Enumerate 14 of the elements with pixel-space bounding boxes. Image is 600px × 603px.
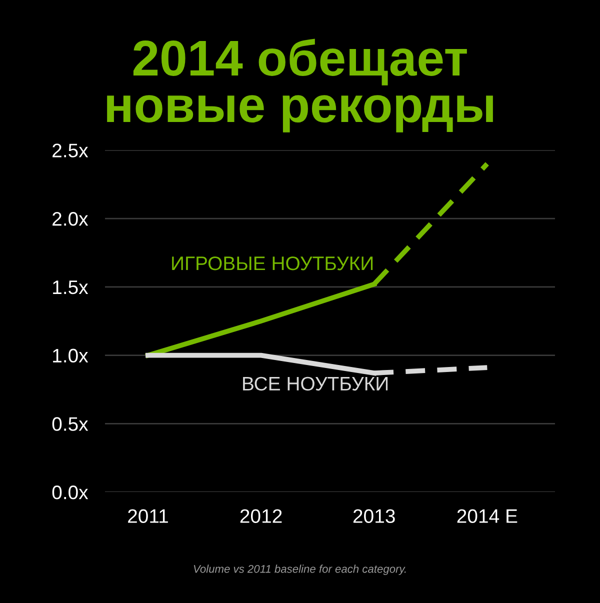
y-tick-label: 1.5x (53, 280, 88, 294)
x-tick-label: 2011 (128, 509, 168, 523)
x-tick-label: 2014 E (457, 509, 518, 523)
y-tick-label: 2.0x (52, 212, 88, 226)
y-tick-label: 0.0x (52, 486, 88, 500)
x-tick-label: 2012 (240, 509, 282, 523)
y-tick-label: 2.5x (52, 144, 88, 158)
y-tick-label: 0.5x (52, 417, 88, 431)
text: Volume vs 2011 baseline for each category. (194, 564, 406, 576)
y-tick-label: 1.0x (53, 348, 88, 363)
x-tick-label: 2013 (353, 509, 395, 523)
series-label: ВСЕ НОУТБУКИ (243, 376, 388, 391)
series-label: ИГРОВЫЕ НОУТБУКИ (172, 256, 373, 270)
chart-title: 2014 обещает новые рекорды (107, 38, 493, 132)
